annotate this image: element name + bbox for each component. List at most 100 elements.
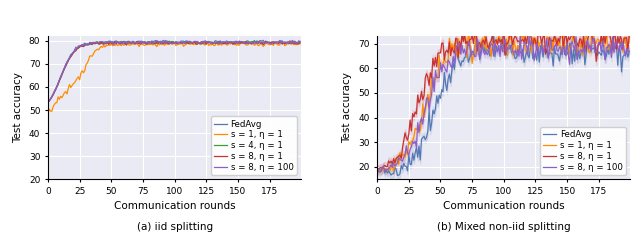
X-axis label: Communication rounds: Communication rounds — [443, 201, 564, 211]
s = 8, η = 100 — [111, 42, 119, 45]
FedAvg — [285, 41, 292, 44]
FedAvg — [490, 35, 497, 38]
s = 8, η = 100 — [390, 161, 397, 164]
s = 8, η = 1 — [262, 40, 269, 43]
FedAvg — [625, 50, 633, 53]
Line: s = 8, η = 100: s = 8, η = 100 — [48, 40, 300, 102]
Text: (a) iid splitting: (a) iid splitting — [136, 222, 212, 232]
s = 8, η = 100 — [516, 34, 524, 37]
s = 1, η = 1 — [91, 50, 99, 53]
s = 1, η = 1 — [54, 95, 62, 98]
s = 1, η = 1 — [60, 94, 67, 97]
s = 8, η = 100 — [442, 68, 449, 71]
s = 1, η = 1 — [615, 40, 623, 43]
s = 1, η = 1 — [422, 107, 429, 110]
FedAvg — [606, 43, 614, 46]
s = 8, η = 100 — [381, 169, 388, 172]
s = 8, η = 1 — [440, 58, 448, 61]
FedAvg — [60, 69, 67, 72]
s = 1, η = 1 — [284, 42, 291, 45]
s = 1, η = 1 — [388, 163, 396, 166]
s = 4, η = 1 — [44, 101, 52, 104]
s = 8, η = 100 — [615, 50, 623, 53]
FedAvg — [296, 40, 304, 43]
FedAvg — [422, 138, 429, 141]
FedAvg — [394, 174, 401, 177]
FedAvg — [111, 40, 119, 43]
s = 8, η = 1 — [111, 41, 119, 44]
s = 8, η = 1 — [388, 163, 396, 166]
s = 1, η = 1 — [286, 39, 294, 42]
s = 8, η = 1 — [420, 94, 428, 97]
Line: s = 1, η = 1: s = 1, η = 1 — [48, 41, 300, 114]
Text: (b) Mixed non-iid splitting: (b) Mixed non-iid splitting — [437, 222, 571, 232]
Line: s = 4, η = 1: s = 4, η = 1 — [48, 41, 300, 102]
FedAvg — [91, 41, 99, 44]
s = 8, η = 1 — [54, 83, 62, 86]
s = 4, η = 1 — [285, 40, 292, 43]
FedAvg — [44, 101, 52, 104]
s = 8, η = 100 — [296, 40, 304, 43]
s = 1, η = 1 — [460, 25, 467, 28]
s = 4, η = 1 — [54, 82, 62, 85]
s = 8, η = 1 — [500, 24, 508, 27]
s = 8, η = 100 — [385, 167, 392, 170]
s = 1, η = 1 — [390, 169, 397, 172]
FedAvg — [276, 39, 284, 42]
s = 8, η = 1 — [44, 101, 52, 104]
s = 8, η = 1 — [373, 168, 381, 171]
Line: s = 1, η = 1: s = 1, η = 1 — [377, 27, 629, 171]
s = 1, η = 1 — [275, 44, 282, 47]
s = 1, η = 1 — [44, 113, 52, 116]
s = 8, η = 100 — [91, 41, 99, 44]
s = 8, η = 1 — [91, 42, 99, 45]
s = 8, η = 1 — [383, 165, 391, 168]
s = 8, η = 100 — [275, 41, 282, 44]
s = 1, η = 1 — [442, 60, 449, 63]
FedAvg — [388, 172, 396, 175]
s = 8, η = 1 — [625, 35, 633, 38]
FedAvg — [259, 39, 267, 42]
FedAvg — [373, 170, 381, 173]
Y-axis label: Test accuracy: Test accuracy — [13, 72, 23, 143]
s = 8, η = 100 — [44, 101, 52, 104]
X-axis label: Communication rounds: Communication rounds — [114, 201, 236, 211]
s = 1, η = 1 — [296, 42, 304, 45]
FedAvg — [615, 47, 623, 50]
s = 8, η = 100 — [54, 82, 62, 85]
s = 1, η = 1 — [606, 49, 614, 52]
s = 8, η = 1 — [614, 35, 621, 38]
s = 8, η = 1 — [285, 42, 292, 45]
s = 1, η = 1 — [625, 34, 633, 37]
s = 8, η = 1 — [276, 41, 284, 44]
s = 8, η = 1 — [60, 70, 67, 73]
s = 4, η = 1 — [91, 41, 99, 44]
Legend: FedAvg, s = 1, η = 1, s = 8, η = 1, s = 8, η = 100: FedAvg, s = 1, η = 1, s = 8, η = 1, s = … — [540, 127, 626, 175]
s = 8, η = 1 — [296, 41, 304, 44]
Line: FedAvg: FedAvg — [377, 36, 629, 175]
FedAvg — [54, 82, 62, 85]
s = 1, η = 1 — [373, 169, 381, 172]
Legend: FedAvg, s = 1, η = 1, s = 4, η = 1, s = 8, η = 1, s = 8, η = 100: FedAvg, s = 1, η = 1, s = 4, η = 1, s = … — [211, 116, 297, 175]
s = 8, η = 100 — [284, 41, 291, 44]
s = 4, η = 1 — [276, 41, 284, 44]
s = 8, η = 100 — [289, 39, 296, 42]
s = 8, η = 100 — [60, 69, 67, 72]
s = 4, η = 1 — [60, 70, 67, 73]
s = 4, η = 1 — [296, 41, 304, 44]
s = 1, η = 1 — [111, 44, 119, 47]
s = 8, η = 100 — [625, 50, 633, 53]
Line: FedAvg: FedAvg — [48, 40, 300, 102]
Line: s = 8, η = 1: s = 8, η = 1 — [377, 25, 629, 169]
Y-axis label: Test accuracy: Test accuracy — [342, 72, 353, 143]
s = 4, η = 1 — [243, 40, 251, 43]
s = 8, η = 1 — [605, 33, 612, 36]
s = 8, η = 100 — [606, 44, 614, 47]
Line: s = 8, η = 100: s = 8, η = 100 — [377, 35, 629, 171]
FedAvg — [442, 82, 449, 85]
Line: s = 8, η = 1: s = 8, η = 1 — [48, 41, 300, 103]
s = 8, η = 100 — [373, 169, 381, 172]
s = 1, η = 1 — [383, 168, 391, 171]
s = 8, η = 100 — [422, 106, 429, 109]
FedAvg — [383, 172, 391, 175]
